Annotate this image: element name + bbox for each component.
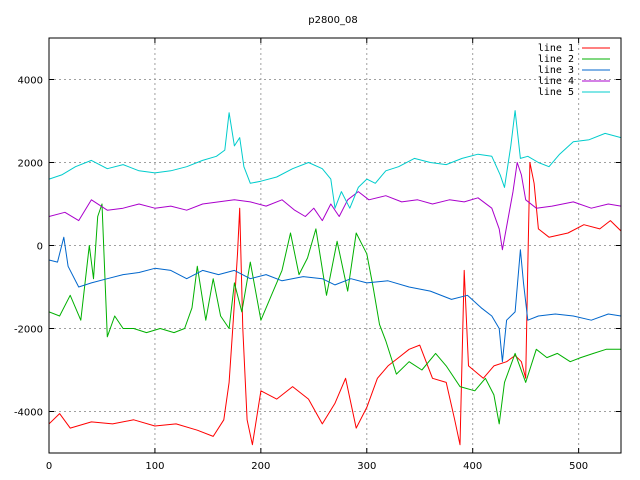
- legend-label-1: line 1: [538, 43, 574, 54]
- x-tick-label: 200: [251, 461, 270, 472]
- axis-ticks: 0 100 200 300 400 500 -4000 -2000 0 2000 4000: [14, 38, 621, 472]
- y-tick-label: 4000: [18, 76, 43, 87]
- series-lines: [49, 110, 621, 446]
- y-tick-label: -4000: [14, 408, 43, 419]
- chart-title: p2800_08: [308, 15, 358, 26]
- x-tick-label: 100: [145, 461, 164, 472]
- y-tick-label: -2000: [14, 325, 43, 336]
- series-line-4: [49, 162, 621, 251]
- legend-label-2: line 2: [538, 54, 574, 65]
- y-tick-label: 2000: [18, 159, 43, 170]
- x-tick-label: 0: [46, 461, 52, 472]
- series-line-5: [49, 110, 621, 209]
- x-tick-label: 400: [463, 461, 482, 472]
- y-tick-label: 0: [37, 242, 43, 253]
- series-line-1: [49, 162, 621, 446]
- series-line-2: [49, 203, 621, 425]
- x-tick-label: 300: [357, 461, 376, 472]
- x-tick-label: 500: [569, 461, 588, 472]
- series-line-3: [49, 236, 621, 363]
- legend-label-5: line 5: [538, 87, 574, 98]
- legend-label-4: line 4: [538, 76, 574, 87]
- legend-label-3: line 3: [538, 65, 574, 76]
- grid-lines: [49, 38, 621, 453]
